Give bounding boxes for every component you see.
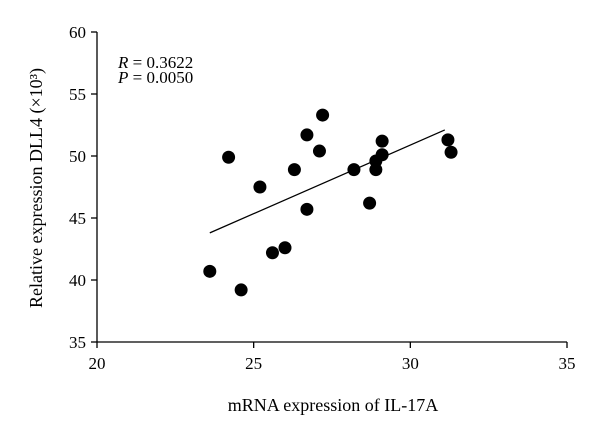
y-ticks: 35 40 45 50 55 60 [69,23,97,352]
data-point-8 [300,202,314,216]
y-tick-label-60: 60 [69,23,86,42]
axes [96,32,567,343]
data-point-9 [300,128,314,142]
regression-line [209,129,446,234]
x-tick-label-20: 20 [89,354,106,373]
data-point-18 [441,133,455,147]
data-point-11 [316,108,330,122]
x-tick-label-25: 25 [245,354,262,373]
data-point-17 [375,134,389,148]
x-axis-title: mRNA expression of IL-17A [228,395,438,415]
p-annotation: P = 0.0050 [117,68,193,87]
data-point-3 [234,283,248,297]
y-tick-label-40: 40 [69,271,86,290]
x-tick-label-35: 35 [559,354,576,373]
data-point-16 [375,148,389,162]
data-point-2 [222,150,236,164]
r-label: R [117,53,129,72]
data-point-5 [265,246,279,260]
data-points [203,108,458,297]
data-point-12 [347,163,361,177]
data-point-13 [363,196,377,210]
data-point-19 [444,145,458,159]
data-point-1 [203,264,217,278]
y-tick-label-55: 55 [69,85,86,104]
x-tick-label-30: 30 [402,354,419,373]
data-point-7 [287,163,301,177]
p-label: P [117,68,128,87]
data-point-6 [278,241,292,255]
data-point-4 [253,180,267,194]
x-ticks: 20 25 30 35 [89,342,576,373]
y-tick-label-45: 45 [69,209,86,228]
r-value: = 0.3622 [128,53,193,72]
p-value: = 0.0050 [128,68,193,87]
y-tick-label-50: 50 [69,147,86,166]
y-axis-title: Relative expression DLL4 (×10³) [26,68,47,308]
r-annotation: R = 0.3622 [117,53,193,72]
data-point-10 [312,144,326,158]
y-tick-label-35: 35 [69,333,86,352]
